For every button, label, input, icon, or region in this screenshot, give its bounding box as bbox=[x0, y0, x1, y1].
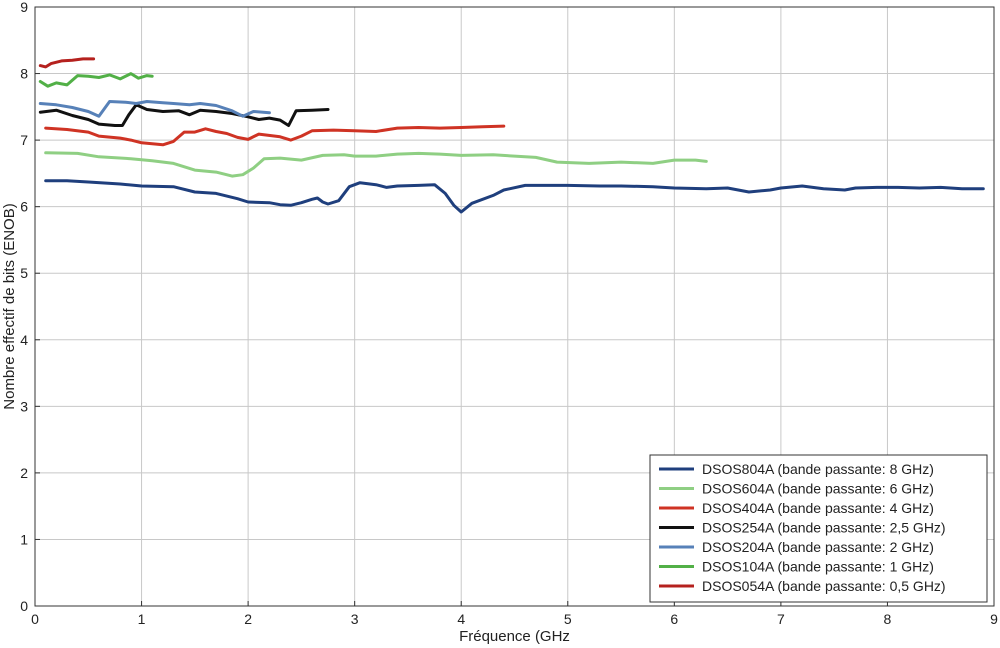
x-tick-label: 8 bbox=[884, 611, 892, 627]
legend-label: DSOS054A (bande passante: 0,5 GHz) bbox=[702, 578, 946, 594]
legend-box bbox=[649, 454, 988, 603]
legend-item: DSOS204A (bande passante: 2 GHz) bbox=[659, 539, 934, 555]
y-axis-title: Nombre effectif de bits (ENOB) bbox=[1, 203, 18, 409]
series-line-6 bbox=[38, 72, 154, 88]
legend-item: DSOS104A (bande passante: 1 GHz) bbox=[659, 559, 934, 575]
x-tick-label: 0 bbox=[31, 611, 39, 627]
legend-label: DSOS804A (bande passante: 8 GHz) bbox=[702, 461, 934, 477]
legend-item: DSOS404A (bande passante: 4 GHz) bbox=[659, 500, 934, 516]
series-line-1 bbox=[44, 179, 985, 214]
x-axis-ticks: 0 1 2 3 4 5 6 7 8 9 bbox=[31, 601, 998, 627]
x-tick-label: 1 bbox=[138, 611, 146, 627]
y-tick-label: 4 bbox=[20, 332, 28, 348]
x-tick-label: 5 bbox=[564, 611, 572, 627]
x-tick-label: 3 bbox=[351, 611, 359, 627]
y-tick-label: 7 bbox=[20, 132, 28, 148]
legend: DSOS804A (bande passante: 8 GHz) DSOS604A… bbox=[649, 454, 988, 603]
y-tick-label: 6 bbox=[20, 199, 28, 215]
y-tick-label: 1 bbox=[20, 531, 28, 547]
legend-label: DSOS604A (bande passante: 6 GHz) bbox=[702, 481, 934, 497]
y-tick-label: 2 bbox=[20, 465, 28, 481]
legend-label: DSOS404A (bande passante: 4 GHz) bbox=[702, 500, 934, 516]
y-tick-label: 0 bbox=[20, 598, 28, 614]
y-axis-ticks: 0 1 2 3 4 5 6 7 8 9 bbox=[20, 0, 40, 614]
legend-label: DSOS104A (bande passante: 1 GHz) bbox=[702, 559, 934, 575]
series-line-7 bbox=[38, 57, 96, 69]
x-tick-label: 2 bbox=[244, 611, 252, 627]
series-line-4 bbox=[38, 103, 330, 127]
series-line-2 bbox=[44, 151, 708, 178]
legend-item: DSOS804A (bande passante: 8 GHz) bbox=[659, 461, 934, 477]
series-line-3 bbox=[44, 124, 506, 147]
series-lines bbox=[38, 57, 985, 214]
grid-lines bbox=[35, 7, 994, 606]
legend-label: DSOS254A (bande passante: 2,5 GHz) bbox=[702, 520, 946, 536]
x-tick-label: 6 bbox=[670, 611, 678, 627]
x-tick-label: 9 bbox=[990, 611, 998, 627]
plot-frame bbox=[34, 6, 995, 607]
legend-label: DSOS204A (bande passante: 2 GHz) bbox=[702, 539, 934, 555]
y-tick-label: 8 bbox=[20, 66, 28, 82]
series-line-5 bbox=[38, 100, 271, 118]
y-tick-label: 3 bbox=[20, 398, 28, 414]
legend-item: DSOS054A (bande passante: 0,5 GHz) bbox=[659, 578, 946, 594]
y-tick-label: 9 bbox=[20, 0, 28, 15]
x-tick-label: 7 bbox=[777, 611, 785, 627]
x-tick-label: 4 bbox=[457, 611, 465, 627]
legend-item: DSOS254A (bande passante: 2,5 GHz) bbox=[659, 520, 946, 536]
legend-item: DSOS604A (bande passante: 6 GHz) bbox=[659, 481, 934, 497]
x-axis-title: Fréquence (GHz bbox=[459, 628, 570, 645]
y-tick-label: 5 bbox=[20, 265, 28, 281]
